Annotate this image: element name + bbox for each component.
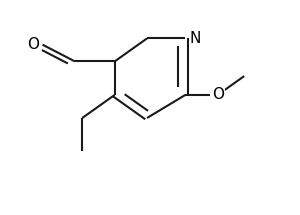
Text: O: O <box>27 37 39 52</box>
Text: O: O <box>212 88 224 102</box>
Text: N: N <box>189 31 200 46</box>
